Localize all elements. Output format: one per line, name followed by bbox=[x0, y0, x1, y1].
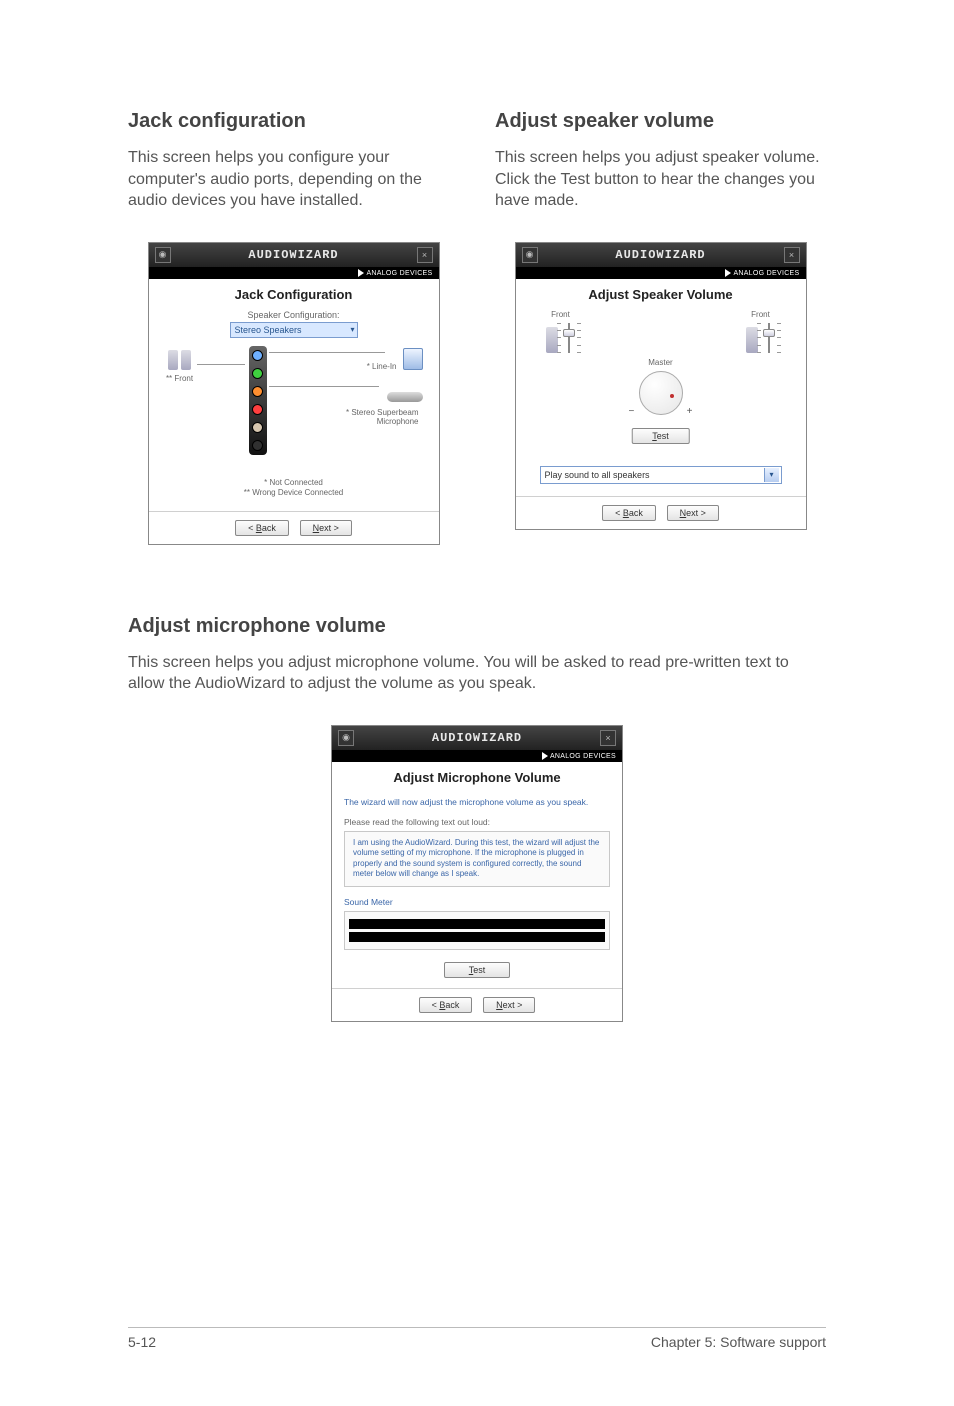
analog-devices-logo: ANALOG DEVICES bbox=[149, 267, 439, 279]
port-icon bbox=[252, 386, 263, 397]
chapter-title: Chapter 5: Software support bbox=[651, 1334, 826, 1350]
port-icon bbox=[252, 440, 263, 451]
back-button[interactable]: < Back bbox=[419, 997, 473, 1013]
dialog-titlebar: ◉ AUDIOWIZARD × bbox=[516, 243, 806, 267]
speaker-config-combo[interactable]: Stereo Speakers ▾ bbox=[230, 322, 358, 338]
speaker-icon bbox=[168, 350, 178, 370]
app-icon: ◉ bbox=[522, 247, 538, 263]
mic-instruction-text: Please read the following text out loud: bbox=[344, 817, 610, 827]
port-icon bbox=[252, 404, 263, 415]
next-button[interactable]: Next > bbox=[300, 520, 352, 536]
next-button[interactable]: Next > bbox=[667, 505, 719, 521]
master-label: Master bbox=[639, 358, 683, 367]
port-icon bbox=[252, 422, 263, 433]
chevron-down-icon: ▾ bbox=[764, 468, 779, 482]
close-icon[interactable]: × bbox=[784, 247, 800, 263]
sound-meter bbox=[344, 911, 610, 950]
adjust-speaker-paragraph: This screen helps you adjust speaker vol… bbox=[495, 147, 826, 212]
analog-devices-logo: ANALOG DEVICES bbox=[332, 750, 622, 762]
back-button[interactable]: < Back bbox=[235, 520, 289, 536]
read-aloud-box: I am using the AudioWizard. During this … bbox=[344, 831, 610, 887]
chevron-down-icon: ▾ bbox=[350, 325, 354, 334]
front-right-label: Front bbox=[751, 310, 770, 319]
speaker-volume-dialog: ◉ AUDIOWIZARD × ANALOG DEVICES Adjust Sp… bbox=[515, 242, 807, 530]
linein-label: * Line-In bbox=[367, 362, 397, 371]
volume-dialog-heading: Adjust Speaker Volume bbox=[516, 279, 806, 306]
speaker-config-label: Speaker Configuration: bbox=[161, 310, 427, 320]
jack-config-dialog: ◉ AUDIOWIZARD × ANALOG DEVICES Jack Conf… bbox=[148, 242, 440, 545]
jack-config-heading: Jack configuration bbox=[128, 110, 459, 133]
dialog-titlebar: ◉ AUDIOWIZARD × bbox=[332, 726, 622, 750]
jack-diagram: ** Front * Line-In bbox=[161, 344, 427, 474]
brand-text: AUDIOWIZARD bbox=[171, 248, 417, 262]
meter-bar bbox=[349, 919, 605, 929]
brand-text: AUDIOWIZARD bbox=[354, 731, 600, 745]
superbeam-icon bbox=[387, 392, 423, 402]
jack-config-paragraph: This screen helps you configure your com… bbox=[128, 147, 459, 212]
adjust-mic-paragraph: This screen helps you adjust microphone … bbox=[128, 652, 826, 695]
close-icon[interactable]: × bbox=[417, 247, 433, 263]
app-icon: ◉ bbox=[155, 247, 171, 263]
page-number: 5-12 bbox=[128, 1334, 156, 1350]
analog-devices-logo: ANALOG DEVICES bbox=[516, 267, 806, 279]
play-sound-combo[interactable]: Play sound to all speakers ▾ bbox=[540, 466, 782, 484]
mic-volume-dialog: ◉ AUDIOWIZARD × ANALOG DEVICES Adjust Mi… bbox=[331, 725, 623, 1022]
next-button[interactable]: Next > bbox=[483, 997, 535, 1013]
meter-bar bbox=[349, 932, 605, 942]
front-label: ** Front bbox=[163, 374, 197, 383]
back-button[interactable]: < Back bbox=[602, 505, 656, 521]
minus-icon: − bbox=[629, 406, 635, 417]
brand-text: AUDIOWIZARD bbox=[538, 248, 784, 262]
jack-dialog-heading: Jack Configuration bbox=[149, 279, 439, 306]
front-left-label: Front bbox=[551, 310, 570, 319]
port-icon bbox=[252, 368, 263, 379]
mic-dialog-heading: Adjust Microphone Volume bbox=[332, 762, 622, 789]
combo-value: Stereo Speakers bbox=[235, 325, 302, 335]
connection-notes: * Not Connected ** Wrong Device Connecte… bbox=[161, 478, 427, 499]
plus-icon: + bbox=[687, 406, 693, 417]
adjust-speaker-heading: Adjust speaker volume bbox=[495, 110, 826, 133]
front-left-slider[interactable] bbox=[562, 323, 576, 353]
speaker-icon bbox=[181, 350, 191, 370]
dialog-titlebar: ◉ AUDIOWIZARD × bbox=[149, 243, 439, 267]
test-button[interactable]: Test bbox=[444, 962, 511, 978]
app-icon: ◉ bbox=[338, 730, 354, 746]
adjust-mic-heading: Adjust microphone volume bbox=[128, 615, 826, 638]
sound-meter-label: Sound Meter bbox=[344, 897, 610, 907]
front-right-slider[interactable] bbox=[762, 323, 776, 353]
mic-info-text: The wizard will now adjust the microphon… bbox=[344, 797, 610, 807]
combo-value: Play sound to all speakers bbox=[545, 470, 650, 480]
jack-panel bbox=[249, 346, 267, 455]
master-knob[interactable] bbox=[639, 371, 683, 415]
superbeam-label: * Stereo Superbeam Microphone bbox=[346, 408, 419, 426]
test-button[interactable]: Test bbox=[631, 428, 690, 444]
port-icon bbox=[252, 350, 263, 361]
close-icon[interactable]: × bbox=[600, 730, 616, 746]
linein-icon bbox=[403, 348, 423, 370]
